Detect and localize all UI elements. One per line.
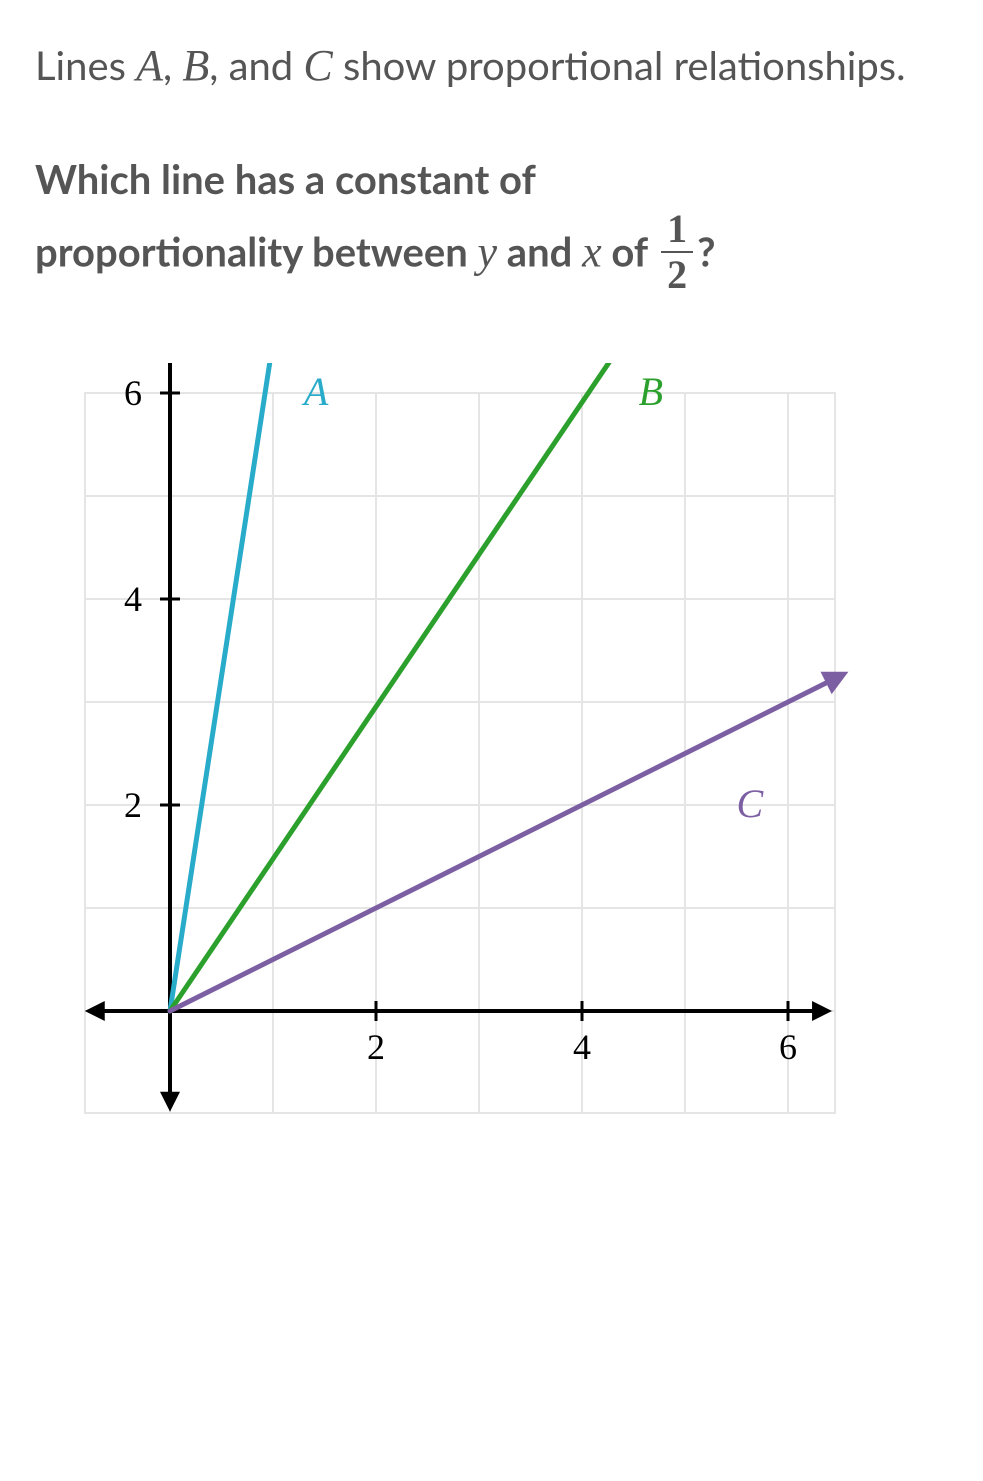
q-part3: of xyxy=(602,227,658,275)
frac-den: 2 xyxy=(661,253,693,295)
q-var-x: x xyxy=(582,227,602,276)
intro-sep1: , xyxy=(163,41,182,89)
svg-text:C: C xyxy=(737,781,765,826)
q-qmark: ? xyxy=(697,227,715,275)
intro-text: Lines A, B, and C show proportional rela… xyxy=(35,35,948,97)
svg-text:6: 6 xyxy=(124,373,142,413)
chart-svg: 246246yxABC xyxy=(35,363,865,1143)
svg-text:6: 6 xyxy=(779,1027,797,1067)
q-fraction: 12 xyxy=(661,209,693,295)
var-c: C xyxy=(303,41,332,90)
question-line1: Which line has a constant of xyxy=(35,145,948,213)
svg-text:2: 2 xyxy=(124,785,142,825)
q-var-y: y xyxy=(478,227,498,276)
frac-num: 1 xyxy=(661,209,693,253)
chart: 246246yxABC xyxy=(35,363,948,1143)
intro-prefix: Lines xyxy=(35,41,136,89)
svg-text:4: 4 xyxy=(573,1027,591,1067)
svg-text:4: 4 xyxy=(124,579,142,619)
svg-text:2: 2 xyxy=(367,1027,385,1067)
intro-sep2: , and xyxy=(209,41,303,89)
q-part1: proportionality between xyxy=(35,227,478,275)
var-b: B xyxy=(182,41,209,90)
q-part2: and xyxy=(497,227,582,275)
svg-text:B: B xyxy=(639,369,663,414)
var-a: A xyxy=(136,41,163,90)
question-text: Which line has a constant of proportiona… xyxy=(35,145,948,299)
svg-text:A: A xyxy=(301,369,329,414)
question-line2: proportionality between y and x of 12? xyxy=(35,213,948,299)
intro-suffix: show proportional relationships. xyxy=(333,41,906,89)
